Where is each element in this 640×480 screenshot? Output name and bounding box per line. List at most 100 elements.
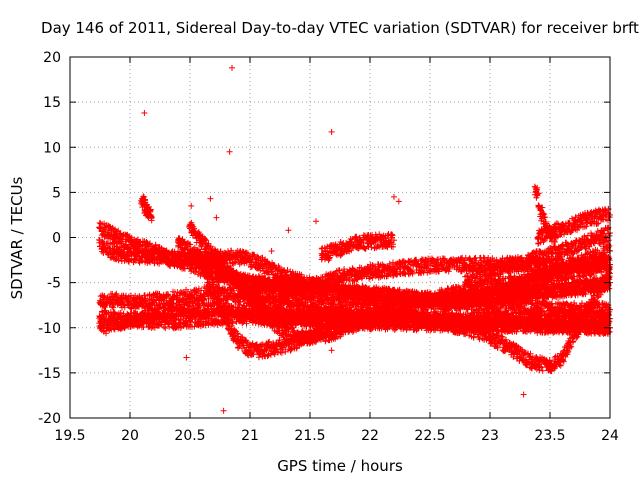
data-point <box>583 323 589 330</box>
data-point <box>133 252 139 259</box>
outlier-point <box>391 193 397 200</box>
axes: 19.5 20 20.5 21 21.5 22 22.5 23 23.5 24 -20 -15 -10 -… <box>38 50 619 444</box>
data-point <box>235 338 241 345</box>
y-tick-label: 15 <box>43 95 61 111</box>
data-point <box>295 306 301 313</box>
data-point <box>259 282 265 289</box>
data-point <box>187 261 193 268</box>
x-tick-label: 23 <box>481 428 499 444</box>
outlier-point <box>183 354 190 361</box>
data-point <box>259 347 265 354</box>
data-point <box>487 261 493 268</box>
data-point <box>211 264 217 271</box>
data-point <box>223 315 229 322</box>
data-point <box>151 311 157 318</box>
data-point <box>187 255 193 262</box>
x-tick-label: 19.5 <box>54 428 85 444</box>
data-point <box>295 297 301 304</box>
data-point <box>559 322 565 329</box>
data-point <box>553 234 559 241</box>
data-point <box>511 322 517 329</box>
data-point <box>367 268 373 275</box>
data-point <box>415 320 421 327</box>
outlier-point <box>331 332 337 339</box>
data-point <box>523 356 529 363</box>
data-point <box>571 220 577 227</box>
x-tick-label: 20.5 <box>174 428 205 444</box>
data-point <box>391 320 397 327</box>
data-point <box>463 297 469 304</box>
data-point <box>247 279 253 286</box>
data-point <box>343 288 349 295</box>
data-point <box>205 290 211 297</box>
data-point <box>187 293 193 300</box>
data-point <box>532 184 539 191</box>
data-point <box>223 270 229 277</box>
data-point <box>535 254 541 261</box>
data-point <box>319 279 325 286</box>
data-point <box>307 284 313 291</box>
data-point <box>559 266 565 273</box>
x-tick-label: 21.5 <box>294 428 325 444</box>
data-point <box>511 303 517 310</box>
data-point <box>535 360 541 367</box>
data-point <box>295 338 301 345</box>
series-track-15 <box>139 198 155 221</box>
data-point <box>97 297 103 304</box>
data-point <box>559 306 565 313</box>
data-point <box>241 293 247 300</box>
data-point <box>439 261 445 268</box>
data-point <box>379 237 385 244</box>
data-point <box>235 275 241 282</box>
data-point <box>415 263 421 270</box>
x-tick-label: 21 <box>241 428 259 444</box>
x-tick-label: 22.5 <box>414 428 445 444</box>
data-point <box>463 279 469 286</box>
y-tick-label: -15 <box>38 366 61 382</box>
data-point <box>259 297 265 304</box>
outlier-point <box>328 128 335 135</box>
data-point <box>583 284 589 291</box>
data-point <box>319 252 325 259</box>
data-point <box>169 295 175 302</box>
data-point <box>319 300 325 307</box>
data-point <box>367 239 373 246</box>
data-point <box>277 302 283 309</box>
data-point <box>487 293 493 300</box>
data-point <box>487 270 493 277</box>
data-point <box>463 315 469 322</box>
y-tick-label: -10 <box>38 321 61 337</box>
data-point <box>259 306 265 313</box>
series-track-14 <box>319 237 397 259</box>
outlier-point <box>268 248 275 255</box>
data-point <box>535 322 541 329</box>
data-point <box>223 253 229 260</box>
grid-lines <box>70 57 610 418</box>
series-track-13 <box>439 248 613 309</box>
data-point <box>199 239 205 246</box>
outlier-point <box>328 347 335 354</box>
data-point <box>379 306 385 313</box>
data-point <box>343 320 349 327</box>
data-point <box>535 275 541 282</box>
data-point <box>583 216 589 223</box>
data-point <box>439 293 445 300</box>
data-point <box>595 213 601 220</box>
data-point <box>241 308 247 315</box>
x-tick-label: 22 <box>361 428 379 444</box>
data-point <box>151 254 157 261</box>
data-point <box>133 241 139 248</box>
data-point <box>571 333 577 340</box>
data-point <box>583 257 589 264</box>
data-point <box>511 284 517 291</box>
data-point <box>169 308 175 315</box>
data-point <box>139 198 145 205</box>
y-tick-label: 10 <box>43 140 61 156</box>
data-point <box>559 356 565 363</box>
data-point <box>223 306 229 313</box>
data-point <box>319 317 325 324</box>
data-point <box>175 239 181 246</box>
data-point <box>151 297 157 304</box>
x-tick-label: 24 <box>601 428 619 444</box>
data-point <box>187 248 193 255</box>
